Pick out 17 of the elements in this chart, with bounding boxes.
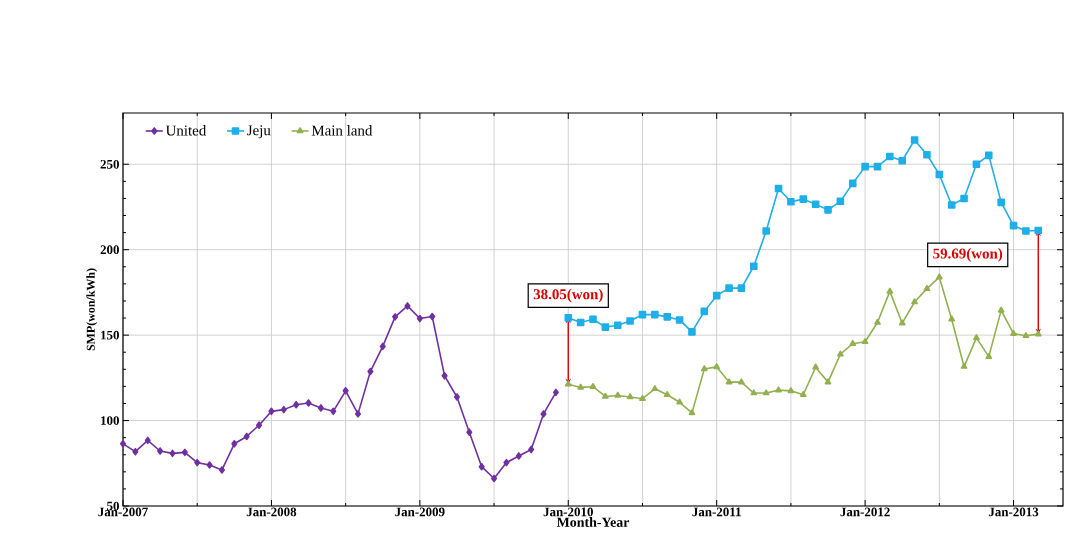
x-tick-label: Jan-2009 <box>395 507 445 517</box>
y-tick-label: 200 <box>100 245 119 255</box>
x-tick-label: Jan-2008 <box>246 507 297 517</box>
x-tick-label: Jan-2010 <box>543 507 593 517</box>
y-tick-label: 250 <box>100 159 119 169</box>
y-tick-label: 150 <box>101 330 119 340</box>
x-tick-label: Jan-2011 <box>692 507 741 517</box>
annotation: 59.69(won) <box>933 248 1003 262</box>
x-tick-label: Jan-2013 <box>988 507 1039 517</box>
annotation: 38.05(won) <box>533 288 603 303</box>
x-axis-title: Month-Year <box>556 517 630 527</box>
legend-label: Main land <box>311 125 373 136</box>
legend-label: Jeju <box>247 125 271 139</box>
y-axis-title: SMP(won/kWh) <box>86 268 98 351</box>
x-tick-label: Jan-2012 <box>840 507 890 517</box>
y-tick-label: 100 <box>101 416 119 425</box>
legend-label: United <box>165 125 207 136</box>
